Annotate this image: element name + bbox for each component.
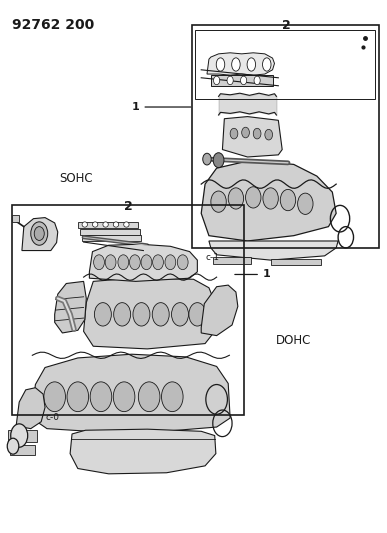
Circle shape [171, 303, 188, 326]
Circle shape [133, 303, 150, 326]
Circle shape [254, 76, 260, 85]
Circle shape [118, 255, 129, 270]
Circle shape [105, 255, 116, 270]
Ellipse shape [82, 222, 87, 227]
Ellipse shape [92, 222, 98, 227]
Circle shape [228, 188, 244, 209]
Bar [195, 30, 375, 99]
Circle shape [214, 76, 220, 85]
Text: c-0: c-0 [45, 413, 59, 422]
Circle shape [246, 187, 261, 208]
Bar [271, 259, 321, 265]
Ellipse shape [216, 58, 225, 71]
Circle shape [34, 227, 44, 240]
Polygon shape [55, 281, 86, 333]
Circle shape [94, 303, 111, 326]
Text: 92762 200: 92762 200 [12, 18, 94, 31]
Bar [10, 445, 35, 455]
Polygon shape [207, 53, 274, 75]
Circle shape [31, 222, 48, 245]
Circle shape [211, 191, 226, 212]
Bar [80, 229, 140, 235]
Text: 2: 2 [282, 19, 290, 33]
Circle shape [203, 154, 211, 165]
Circle shape [213, 153, 224, 167]
Circle shape [230, 128, 238, 139]
Bar [12, 205, 244, 415]
Text: 2: 2 [123, 200, 132, 213]
Ellipse shape [262, 58, 271, 71]
Circle shape [67, 382, 89, 411]
Polygon shape [16, 387, 45, 429]
Circle shape [7, 438, 19, 454]
Bar [12, 215, 19, 222]
Circle shape [90, 382, 112, 411]
Circle shape [253, 128, 261, 139]
Circle shape [141, 255, 152, 270]
Circle shape [161, 382, 183, 411]
Circle shape [298, 193, 313, 214]
Circle shape [152, 255, 163, 270]
Polygon shape [201, 160, 336, 241]
Circle shape [114, 303, 131, 326]
Circle shape [227, 76, 233, 85]
Polygon shape [201, 285, 238, 336]
Circle shape [130, 255, 140, 270]
Circle shape [280, 189, 296, 211]
Circle shape [242, 127, 249, 138]
Text: DOHC: DOHC [276, 334, 312, 348]
Polygon shape [70, 429, 216, 474]
Ellipse shape [103, 222, 108, 227]
Polygon shape [32, 354, 230, 434]
Circle shape [241, 76, 247, 85]
Circle shape [11, 424, 28, 447]
Text: SOHC: SOHC [59, 172, 93, 185]
Circle shape [44, 382, 65, 411]
Bar [192, 25, 378, 248]
Bar [213, 257, 251, 264]
Circle shape [139, 382, 160, 411]
Ellipse shape [113, 222, 119, 227]
Circle shape [177, 255, 188, 270]
Ellipse shape [232, 58, 240, 71]
Text: c-1: c-1 [205, 253, 219, 262]
Circle shape [165, 255, 176, 270]
Bar [82, 235, 141, 241]
Ellipse shape [124, 222, 129, 227]
Circle shape [152, 303, 169, 326]
Bar [211, 75, 272, 86]
Circle shape [189, 303, 206, 326]
Text: 1: 1 [235, 270, 271, 279]
Bar [78, 222, 138, 228]
Polygon shape [84, 278, 216, 349]
Ellipse shape [247, 58, 255, 71]
Circle shape [113, 382, 135, 411]
Polygon shape [223, 117, 282, 157]
Text: 1: 1 [132, 102, 191, 112]
Polygon shape [89, 244, 197, 281]
Circle shape [263, 188, 278, 209]
Bar [9, 430, 37, 442]
Polygon shape [209, 241, 338, 260]
Polygon shape [22, 217, 58, 251]
Circle shape [94, 255, 104, 270]
Circle shape [265, 130, 272, 140]
